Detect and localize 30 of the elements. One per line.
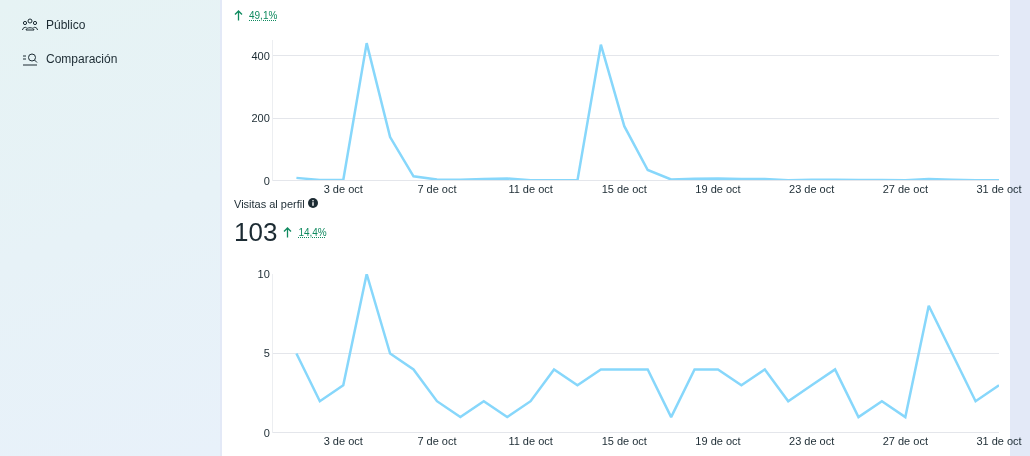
x-tick-label: 19 de oct bbox=[695, 435, 741, 447]
x-tick-label: 7 de oct bbox=[417, 183, 457, 195]
y-tick-label: 400 bbox=[251, 49, 270, 62]
x-tick-label: 31 de oct bbox=[976, 435, 1022, 447]
x-tick-label: 23 de oct bbox=[789, 183, 835, 195]
x-tick-label: 3 de oct bbox=[323, 183, 363, 195]
text: 49,1% bbox=[249, 10, 278, 21]
y-tick-label: 0 bbox=[263, 426, 270, 439]
x-tick-label: 27 de oct bbox=[882, 435, 928, 447]
x-tick-label: 23 de oct bbox=[789, 435, 835, 447]
y-tick-label: 10 bbox=[257, 267, 270, 280]
x-tick-label: 19 de oct bbox=[695, 183, 741, 195]
x-tick-label: 31 de oct bbox=[976, 183, 1022, 195]
text: Público bbox=[46, 18, 86, 32]
x-tick-label: 7 de oct bbox=[417, 435, 457, 447]
y-tick-label: 5 bbox=[263, 347, 270, 360]
y-tick-label: 0 bbox=[263, 174, 270, 187]
x-tick-label: 11 de oct bbox=[508, 435, 553, 447]
x-tick-label: 15 de oct bbox=[601, 435, 647, 447]
x-tick-label: 3 de oct bbox=[323, 435, 363, 447]
text: Comparación bbox=[46, 52, 118, 66]
x-tick-label: 15 de oct bbox=[601, 183, 647, 195]
chart-title: Visitas al perfil bbox=[234, 198, 306, 210]
x-tick-label: 11 de oct bbox=[508, 183, 553, 195]
x-tick-label: 27 de oct bbox=[882, 183, 928, 195]
text: 103 bbox=[234, 217, 278, 248]
line-series bbox=[295, 274, 999, 419]
line-series bbox=[295, 41, 999, 181]
y-tick-label: 200 bbox=[251, 112, 270, 125]
text: 14,4% bbox=[298, 227, 327, 238]
